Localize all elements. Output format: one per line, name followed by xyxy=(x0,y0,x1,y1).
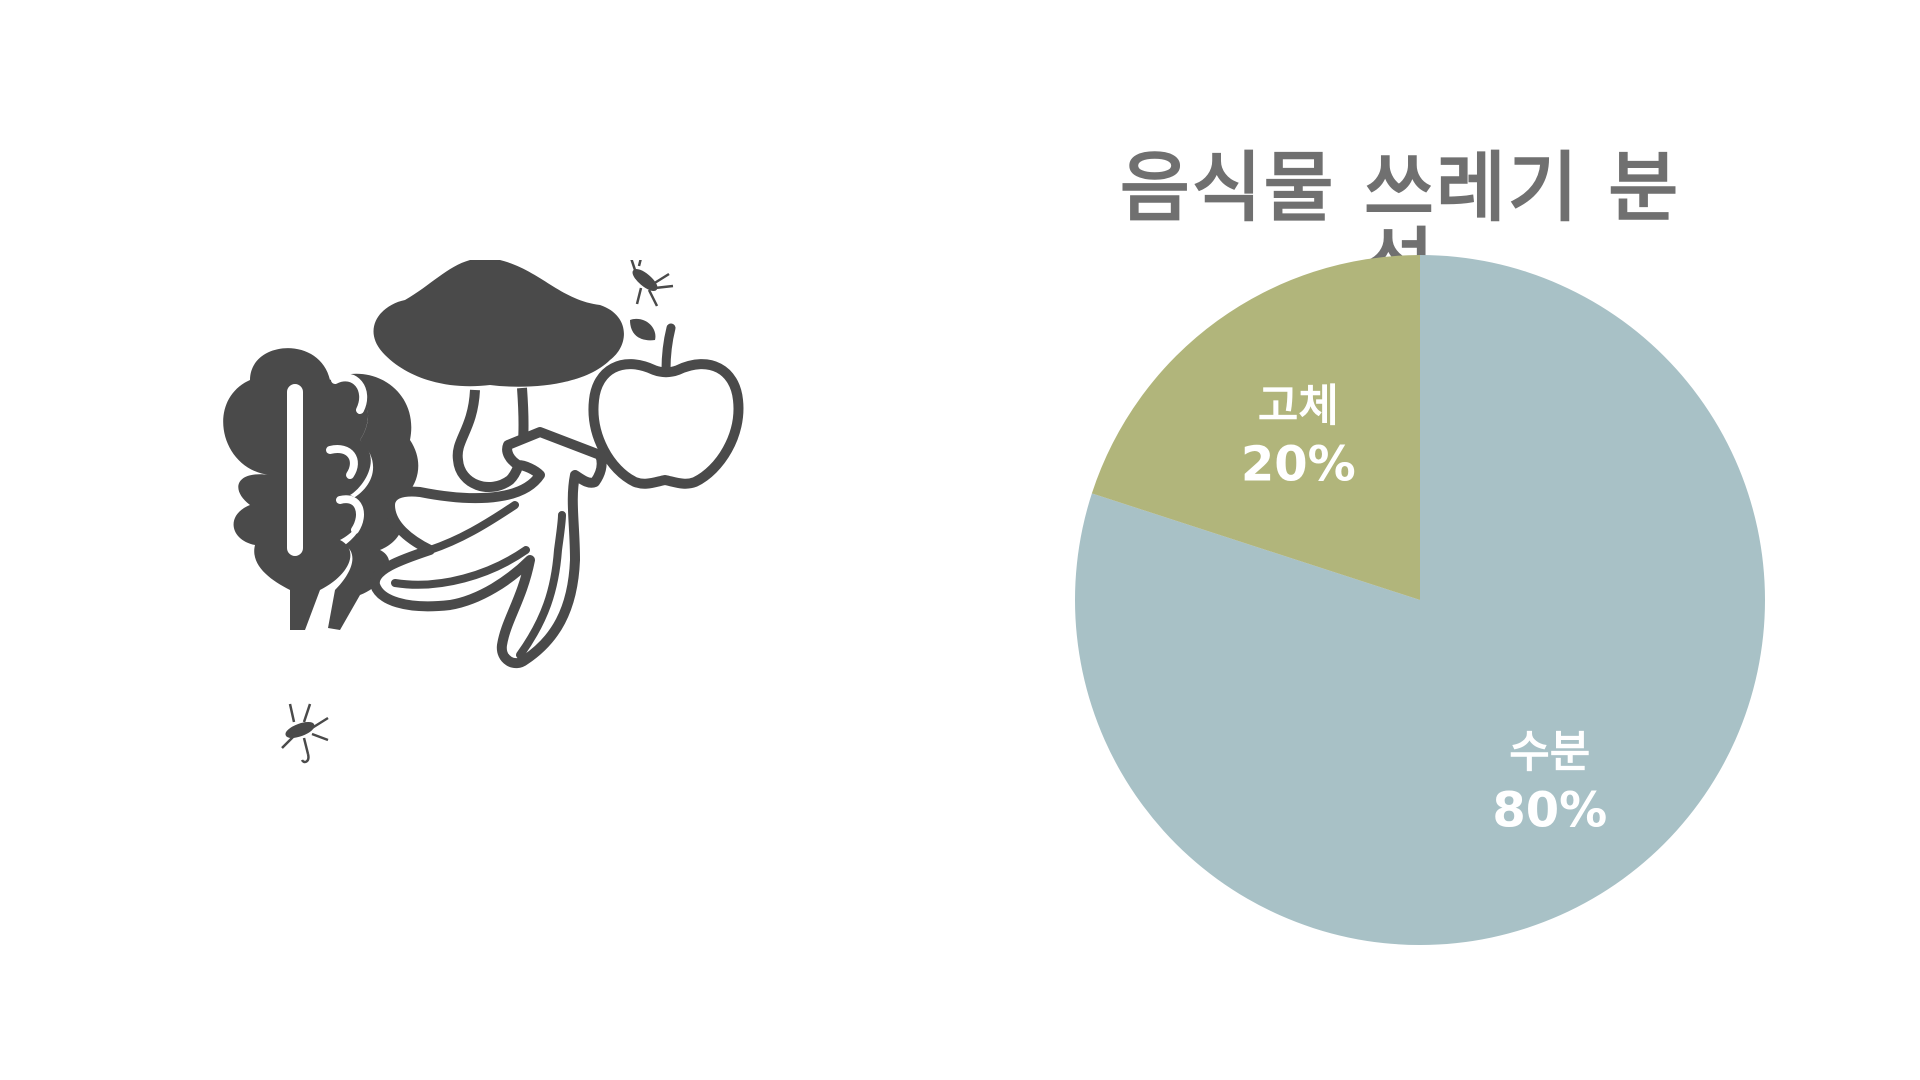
pie-slice-1 xyxy=(1091,255,1420,600)
food-waste-illustration xyxy=(223,260,744,764)
pie-slice-label-0: 수분 xyxy=(1509,727,1590,778)
lettuce-icon xyxy=(223,348,419,630)
mosquito-icon xyxy=(630,260,674,307)
pie-slice-value-1: 20% xyxy=(1241,437,1356,493)
pie-slice-value-0: 80% xyxy=(1492,783,1607,839)
pie-slice-label-1: 고체 xyxy=(1258,381,1339,432)
banana-peel-icon xyxy=(369,427,607,669)
mosquito-icon xyxy=(281,703,329,764)
apple-icon xyxy=(588,318,744,489)
